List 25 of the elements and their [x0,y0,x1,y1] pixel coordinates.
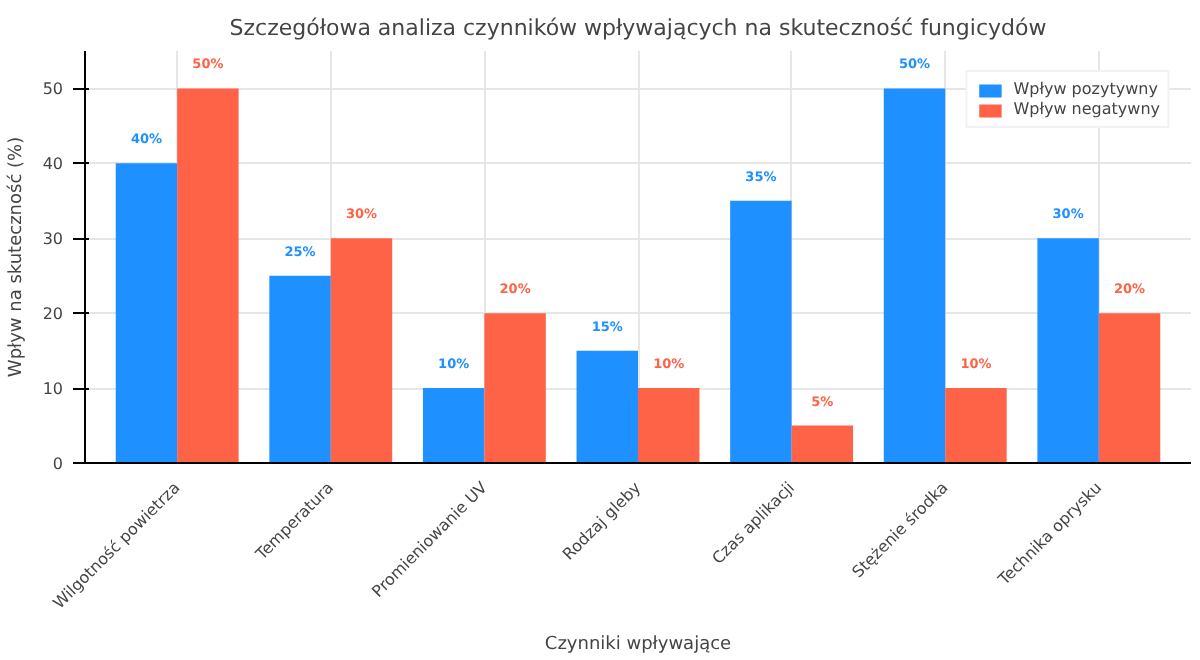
bar [1098,313,1161,463]
y-tick-label: 50 [42,80,64,99]
legend-label: Wpływ negatywny [1013,100,1160,118]
bar [269,275,331,463]
y-tick-label: 0 [52,455,64,473]
bar [484,313,546,463]
y-tick-label: 30 [42,230,64,249]
y-tick-label: 40 [42,155,64,174]
bar [883,88,946,463]
bar [730,200,792,463]
bar [115,163,178,463]
chart-title: Szczegółowa analiza czynników wpływających na skuteczność fungicydów [229,15,1047,41]
bar [576,350,638,463]
legend-label: Wpływ pozytywny [1013,80,1158,98]
y-tick-label: 10 [42,380,64,399]
bar [1037,238,1099,463]
y-axis-title: Wpływ na skuteczność (%) [4,136,27,378]
y-tick-label: 20 [42,305,64,324]
bar [177,88,239,463]
x-axis-title: Czynniki wpływające [544,634,733,655]
bar [638,388,700,463]
bar [422,388,485,463]
bar [945,388,1007,463]
bar [791,425,854,463]
bar [330,238,393,463]
